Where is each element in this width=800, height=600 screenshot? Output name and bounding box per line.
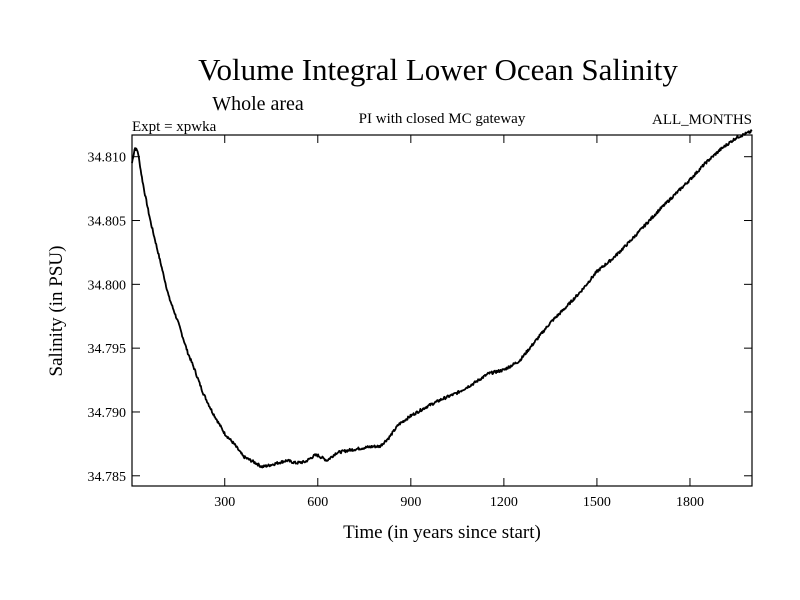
x-axis-ticks: 300 600 900 1200 1500 1800	[214, 135, 704, 510]
y-tick-label: 34.800	[88, 278, 127, 293]
months-label: ALL_MONTHS	[652, 112, 752, 128]
y-axis-label: Salinity (in PSU)	[46, 246, 67, 377]
experiment-description: PI with closed MC gateway	[359, 111, 526, 127]
experiment-label: Expt = xpwka	[132, 119, 217, 135]
x-tick-label: 1800	[676, 495, 704, 510]
y-tick-label: 34.790	[88, 406, 127, 421]
x-tick-label: 1200	[490, 495, 518, 510]
y-axis-ticks: 34.785 34.790 34.795 34.800 34.805 34.810	[88, 151, 752, 485]
plot-frame	[131, 134, 753, 487]
x-tick-label: 900	[400, 495, 421, 510]
y-tick-label: 34.785	[88, 470, 127, 485]
x-tick-label: 300	[214, 495, 235, 510]
y-tick-label: 34.810	[88, 151, 127, 166]
salinity-series-line	[131, 129, 753, 469]
x-tick-label: 600	[307, 495, 328, 510]
x-tick-label: 1500	[583, 495, 611, 510]
y-tick-label: 34.805	[88, 215, 127, 230]
y-tick-label: 34.795	[88, 342, 127, 357]
chart-title: Volume Integral Lower Ocean Salinity	[198, 52, 678, 87]
x-axis-label: Time (in years since start)	[343, 522, 541, 543]
chart-subtitle: Whole area	[212, 93, 304, 115]
